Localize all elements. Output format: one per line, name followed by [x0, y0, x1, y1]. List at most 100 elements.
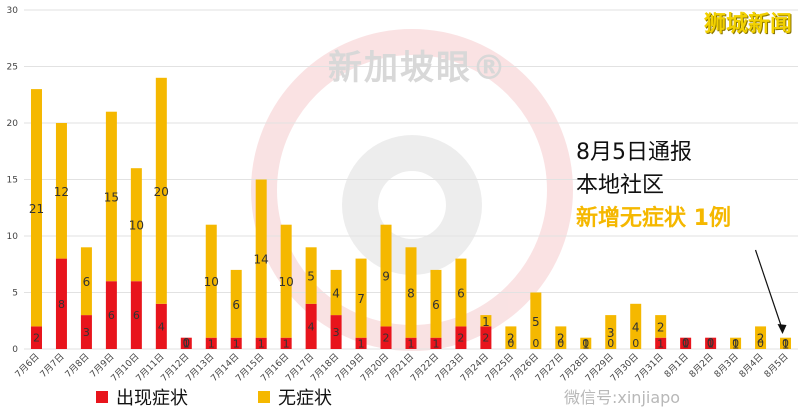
data-label-asymptomatic: 2 [507, 332, 515, 346]
y-tick-label: 25 [7, 63, 18, 73]
x-tick-label: 7月7日 [38, 351, 67, 380]
legend-item-symptomatic: 出现症状 [96, 384, 188, 410]
bar-asymptomatic [155, 77, 167, 304]
y-tick-label: 30 [7, 6, 19, 16]
data-label-asymptomatic: 6 [432, 298, 440, 312]
data-label-symptomatic: 1 [233, 337, 240, 350]
bar-symptomatic [480, 326, 492, 349]
annotation-line-3: 新增无症状 1例 [576, 206, 731, 231]
data-label-asymptomatic: 0 [707, 336, 715, 350]
annotation-block: 8月5日通报 本地社区 新增无症状 1例 [576, 136, 731, 235]
data-label-asymptomatic: 5 [532, 315, 540, 329]
bar-symptomatic [105, 281, 117, 349]
bar-asymptomatic [330, 269, 342, 316]
data-label-symptomatic: 6 [108, 309, 115, 322]
y-tick-label: 5 [12, 289, 18, 299]
bar-asymptomatic [505, 326, 517, 349]
data-label-symptomatic: 2 [482, 332, 489, 345]
data-label-symptomatic: 1 [657, 337, 664, 350]
bar-symptomatic [30, 326, 42, 349]
data-label-asymptomatic: 1 [782, 337, 790, 351]
bar-symptomatic [705, 337, 717, 349]
data-label-symptomatic: 0 [632, 337, 639, 350]
data-label-asymptomatic: 6 [232, 298, 240, 312]
data-label-asymptomatic: 6 [457, 287, 465, 301]
data-label-asymptomatic: 2 [657, 320, 665, 334]
data-label-symptomatic: 8 [58, 298, 65, 311]
bar-asymptomatic [230, 269, 242, 338]
data-label-asymptomatic: 4 [632, 320, 640, 334]
bar-asymptomatic [30, 89, 42, 327]
bar-symptomatic [355, 337, 367, 349]
annotation-arrow [754, 249, 784, 331]
bar-asymptomatic [55, 123, 67, 259]
bar-asymptomatic [130, 168, 142, 282]
data-label-asymptomatic: 3 [607, 326, 615, 340]
y-tick-label: 0 [12, 345, 18, 355]
bar-asymptomatic [655, 315, 667, 338]
data-label-asymptomatic: 1 [482, 315, 490, 329]
data-label-symptomatic: 0 [532, 337, 539, 350]
bar-symptomatic [230, 337, 242, 349]
data-label-asymptomatic: 20 [154, 185, 169, 199]
data-label-asymptomatic: 1 [732, 337, 740, 351]
wechat-watermark: 微信号:xinjiapo [564, 388, 681, 407]
data-label-symptomatic: 2 [383, 332, 390, 345]
bar-asymptomatic [405, 247, 417, 338]
data-label-asymptomatic: 12 [54, 185, 69, 199]
data-label-symptomatic: 1 [183, 337, 190, 350]
bar-asymptomatic [580, 337, 592, 349]
bar-symptomatic [380, 326, 392, 349]
bar-symptomatic [155, 303, 167, 349]
data-label-asymptomatic: 14 [254, 253, 269, 267]
data-label-symptomatic: 2 [33, 332, 40, 345]
x-tick-label: 8月3日 [712, 351, 741, 380]
x-tick-label: 8月1日 [662, 351, 691, 380]
data-label-symptomatic: 0 [557, 337, 564, 350]
bar-asymptomatic [730, 337, 742, 349]
watermark-text: 新加坡眼® [328, 48, 508, 88]
x-tick-label: 8月2日 [687, 351, 716, 380]
annotation-line-2: 本地社区 [576, 173, 665, 198]
bar-asymptomatic [455, 258, 467, 327]
data-label-asymptomatic: 21 [29, 202, 44, 216]
bar-symptomatic [255, 337, 267, 349]
bar-asymptomatic [280, 224, 292, 338]
bar-asymptomatic [755, 326, 767, 349]
data-label-symptomatic: 0 [507, 337, 514, 350]
bar-symptomatic [55, 258, 67, 349]
bar-asymptomatic [305, 247, 317, 304]
bar-symptomatic [330, 315, 342, 349]
data-label-asymptomatic: 7 [357, 292, 365, 306]
data-label-asymptomatic: 10 [129, 219, 144, 233]
legend-swatch-symptomatic [96, 391, 108, 403]
data-label-symptomatic: 1 [432, 337, 439, 350]
data-label-symptomatic: 0 [607, 337, 614, 350]
bar-asymptomatic [530, 292, 542, 349]
bar-asymptomatic [355, 258, 367, 338]
bar-symptomatic [280, 337, 292, 349]
data-label-symptomatic: 1 [208, 337, 215, 350]
data-label-symptomatic: 1 [283, 337, 290, 350]
bar-asymptomatic [780, 337, 792, 349]
bar-symptomatic [80, 315, 92, 349]
data-label-symptomatic: 1 [258, 337, 265, 350]
bar-asymptomatic [555, 326, 567, 349]
data-label-symptomatic: 0 [757, 337, 764, 350]
data-label-symptomatic: 4 [308, 320, 315, 333]
data-label-symptomatic: 1 [408, 337, 415, 350]
legend-item-asymptomatic: 无症状 [258, 384, 332, 410]
bar-symptomatic [130, 281, 142, 349]
data-label-symptomatic: 0 [782, 337, 789, 350]
bar-symptomatic [430, 337, 442, 349]
bar-symptomatic [680, 337, 692, 349]
legend-label-asymptomatic: 无症状 [278, 388, 332, 409]
bar-asymptomatic [630, 303, 642, 349]
bar-symptomatic [455, 326, 467, 349]
bar-symptomatic [655, 337, 667, 349]
data-label-symptomatic: 3 [83, 326, 90, 339]
bar-asymptomatic [480, 315, 492, 327]
data-label-asymptomatic: 4 [332, 287, 340, 301]
legend-swatch-asymptomatic [258, 391, 270, 403]
annotation-line-1: 8月5日通报 [576, 140, 692, 165]
